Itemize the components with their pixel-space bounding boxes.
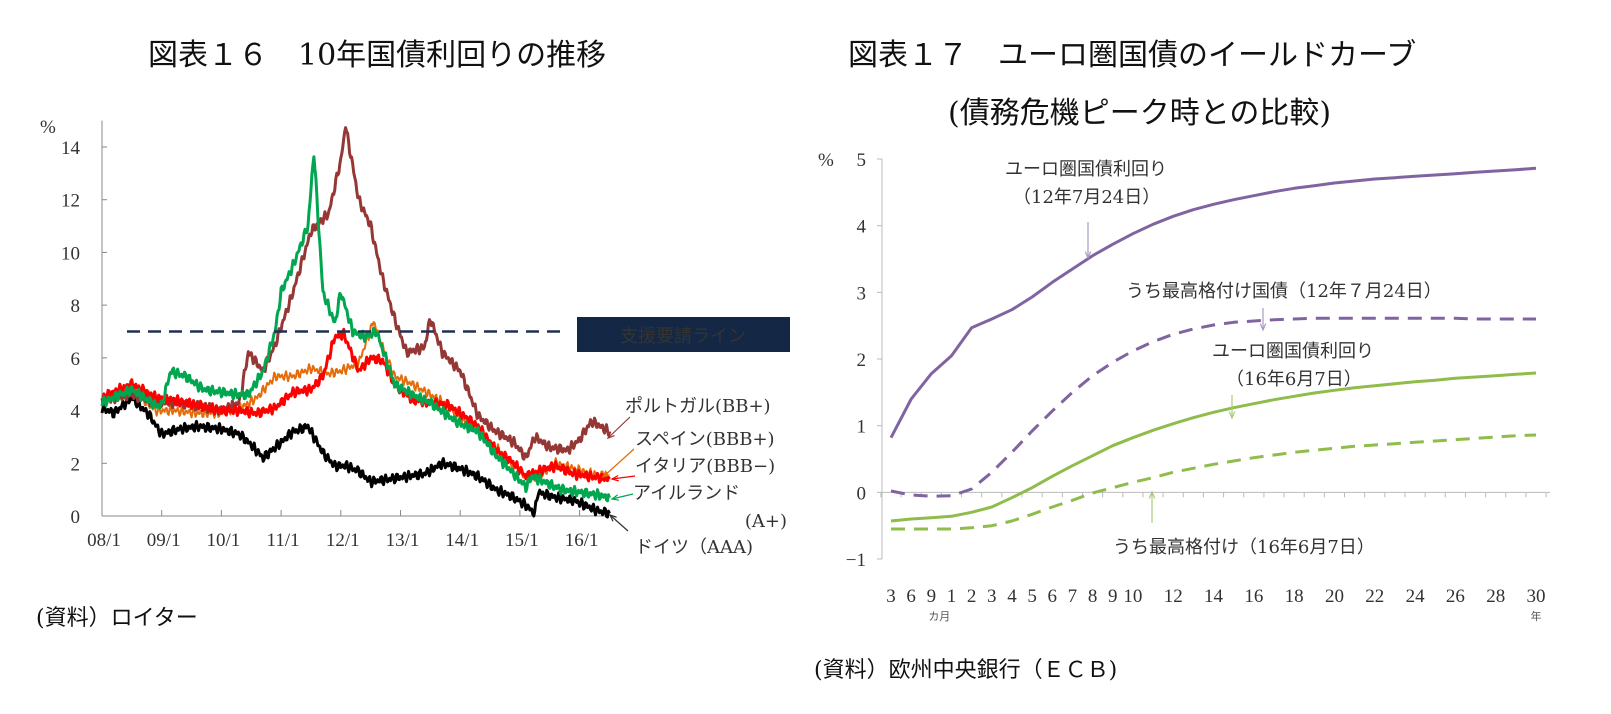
x-tick-label: 12/1 [326, 530, 360, 551]
series-label-ireland-rating: (A+) [745, 511, 787, 532]
y-tick-label: 5 [857, 150, 867, 171]
x-tick-label: 9 [1108, 586, 1118, 607]
annotation-arrow-2016-all-head [1228, 411, 1236, 420]
x-tick-label: 22 [1365, 586, 1384, 607]
x-tick-label: 08/1 [87, 530, 121, 551]
x-tick-label: 30 [1527, 586, 1546, 607]
y-tick-label: 10 [61, 243, 80, 264]
y-tick-label: 3 [857, 283, 867, 304]
x-tick-label: 15/1 [505, 530, 539, 551]
annotation-arrow-2012-all-head [1084, 251, 1092, 260]
y-tick-label: 0 [71, 507, 81, 528]
x-tick-label: 14 [1204, 586, 1224, 607]
x-tick-label: 4 [1007, 586, 1017, 607]
x-unit-years: 年 [1531, 609, 1542, 623]
x-tick-label: 18 [1285, 586, 1304, 607]
y-tick-label: 0 [857, 483, 867, 504]
label-arrow-spain-head [601, 470, 610, 479]
x-tick-label: 14/1 [445, 530, 479, 551]
annotation-arrow-2016-aaa-head [1148, 490, 1156, 499]
x-tick-label: 20 [1325, 586, 1344, 607]
series-label-italy: イタリア(BBB−) [635, 456, 775, 477]
series-line-germany [100, 395, 611, 519]
series-label-ireland: アイルランド [633, 483, 740, 504]
x-tick-label: 09/1 [147, 530, 181, 551]
annotation-2016-all: ユーロ圏国債利回り [1212, 341, 1374, 362]
x-tick-label: 24 [1406, 586, 1426, 607]
x-tick-label: 16/1 [565, 530, 599, 551]
label-arrow-portugal-head [606, 431, 615, 440]
reference-line-label-box [577, 317, 790, 352]
x-tick-label: 6 [1048, 586, 1058, 607]
y-axis-unit: % [818, 150, 834, 171]
label-arrow-germany-head [608, 513, 617, 522]
annotation-2012-aaa: うち最高格付け国債（12年７月24日） [1126, 281, 1442, 302]
series-label-germany: ドイツ（AAA) [635, 537, 753, 558]
x-tick-label: 3 [886, 586, 896, 607]
y-tick-label: −1 [846, 550, 866, 571]
y-tick-label: 14 [61, 138, 81, 159]
y-tick-label: 4 [71, 402, 81, 423]
x-tick-label: 10 [1123, 586, 1142, 607]
label-arrow-italy-head [610, 474, 619, 482]
x-tick-label: 5 [1027, 586, 1037, 607]
label-arrow-germany [609, 514, 629, 532]
x-tick-label: 12 [1164, 586, 1183, 607]
annotation-2012-all-date: （12年7月24日） [1013, 187, 1160, 208]
x-tick-label: 1 [947, 586, 957, 607]
x-tick-label: 13/1 [386, 530, 420, 551]
x-tick-label: 11/1 [267, 530, 300, 551]
x-unit-months: カ月 [928, 610, 950, 623]
y-axis-unit: % [40, 117, 56, 138]
label-arrow-ireland [611, 493, 634, 500]
figure17-source: (資料）欧州中央銀行（ＥＣＢ) [814, 658, 1118, 683]
x-tick-label: 10/1 [207, 530, 241, 551]
figure16-title: 図表１６ 10年国債利回りの推移 [148, 38, 607, 73]
y-tick-label: 1 [857, 417, 867, 438]
label-arrow-spain [602, 448, 635, 478]
yield-history-chart: % 0 2 4 6 8 10 12 14 08/1 09/1 10/1 11/1 12/1 13/1 14/1… [40, 117, 790, 558]
y-tick-label: 8 [71, 296, 81, 317]
x-tick-label: 9 [927, 586, 937, 607]
series-line-curve-2016-aaa [891, 433, 1537, 531]
y-tick-label: 2 [71, 454, 81, 475]
y-tick-label: 6 [71, 349, 81, 370]
annotation-2012-all: ユーロ圏国債利回り [1005, 159, 1167, 180]
x-tick-label: 7 [1068, 586, 1078, 607]
series-label-spain: スペイン(BBB+) [635, 429, 775, 450]
x-tick-label: 6 [906, 586, 916, 607]
x-tick-label: 16 [1244, 586, 1263, 607]
x-tick-label: 26 [1446, 586, 1465, 607]
series-line-italy [101, 327, 611, 484]
label-arrow-portugal [607, 416, 631, 439]
label-arrow-ireland-head [610, 494, 620, 501]
series-label-portugal: ポルトガル(BB+) [625, 396, 771, 417]
y-tick-label: 2 [857, 350, 867, 371]
x-tick-label: 2 [967, 586, 977, 607]
series-line-curve-2016-all [890, 371, 1537, 523]
x-tick-label: 8 [1088, 586, 1098, 607]
figure17-subtitle: (債務危機ピーク時との比較) [948, 96, 1332, 131]
series-line-curve-2012-all [889, 166, 1537, 439]
x-tick-label: 3 [987, 586, 997, 607]
y-tick-label: 12 [61, 191, 80, 212]
figure17-title: 図表１７ ユーロ圏国債のイールドカーブ [848, 38, 1417, 73]
annotation-2016-all-date: （16年6月7日） [1226, 369, 1362, 390]
series-line-ireland [100, 155, 611, 503]
x-tick-label: 28 [1486, 586, 1505, 607]
figure16-source: (資料）ロイター [36, 606, 198, 631]
label-arrow-italy [611, 475, 636, 480]
series-line-portugal [100, 126, 611, 461]
reference-line-label: 支援要請ライン [620, 326, 746, 347]
annotation-arrow-2012-aaa-head [1259, 323, 1267, 332]
series-line-curve-2012-aaa [890, 316, 1536, 498]
y-tick-label: 4 [857, 217, 867, 238]
annotation-2016-aaa: うち最高格付け（16年6月7日） [1113, 537, 1375, 558]
